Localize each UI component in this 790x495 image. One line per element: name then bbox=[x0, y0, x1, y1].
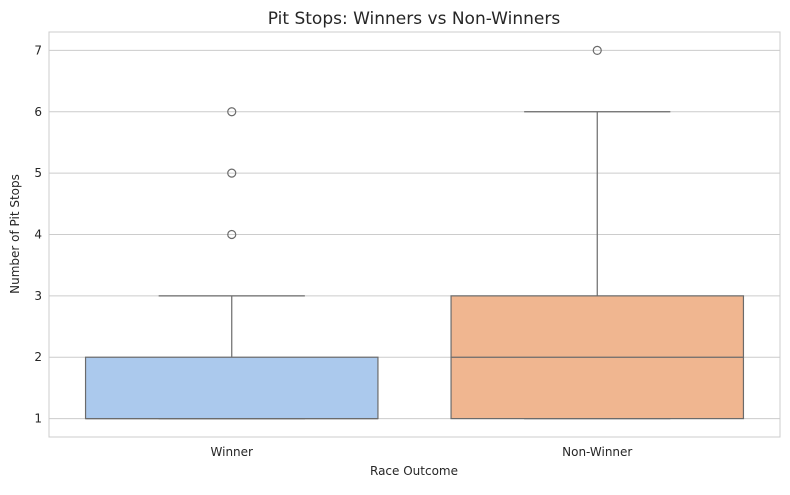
plot-frame bbox=[48, 31, 781, 438]
box-winner bbox=[84, 107, 379, 420]
x-axis-label: Race Outcome bbox=[370, 464, 458, 478]
y-tick-label: 6 bbox=[34, 105, 42, 119]
y-axis-label: Number of Pit Stops bbox=[8, 174, 22, 294]
x-tick-label: Winner bbox=[211, 445, 254, 459]
y-tick-label: 2 bbox=[34, 350, 42, 364]
y-tick-label: 5 bbox=[34, 166, 42, 180]
outlier-point bbox=[227, 168, 237, 178]
x-tick-label: Non-Winner bbox=[562, 445, 632, 459]
y-tick-label: 3 bbox=[34, 289, 42, 303]
y-axis-ticks: 1 2 3 4 5 6 7 bbox=[34, 43, 42, 425]
x-axis-ticks: Winner Non-Winner bbox=[211, 445, 633, 459]
y-tick-label: 1 bbox=[34, 412, 42, 426]
y-tick-label: 7 bbox=[34, 43, 42, 57]
y-tick-label: 4 bbox=[34, 228, 42, 242]
chart-title: Pit Stops: Winners vs Non-Winners bbox=[268, 9, 561, 29]
outlier-point bbox=[592, 45, 602, 56]
box-iqr bbox=[84, 356, 379, 420]
box-non-winner bbox=[450, 45, 745, 420]
box-series bbox=[84, 45, 745, 420]
outlier-point bbox=[227, 107, 237, 117]
outlier-point bbox=[227, 229, 237, 240]
